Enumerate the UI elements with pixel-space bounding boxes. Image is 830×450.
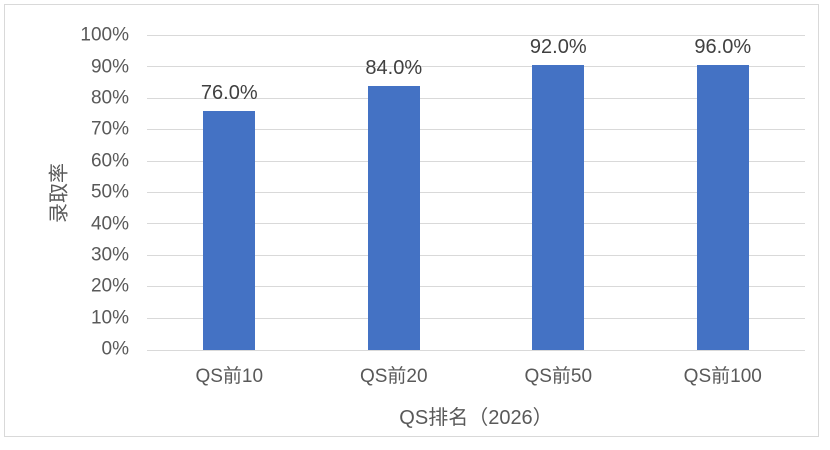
bar-slot: 84.0% [312, 36, 477, 350]
bar-value-label: 96.0% [694, 36, 752, 58]
bar [203, 111, 256, 350]
gridline [147, 317, 805, 319]
y-axis-tick-labels: 0% 10% 20% 30% 40% 50% 60% 70% 80% 90% 100% [5, 25, 147, 360]
bar-value-label: 84.0% [365, 57, 423, 80]
plot-area: 76.0% 84.0% 92.0% 96.0% [147, 35, 805, 351]
y-tick-label: 90% [90, 55, 129, 77]
y-tick-label: 40% [90, 212, 129, 234]
gridline [147, 66, 805, 68]
gridline [147, 223, 805, 225]
x-tick-label: QS前10 [195, 365, 264, 387]
chart-frame: 录取率 0% 10% 20% 30% 40% 50% 60% 70% 80% 90% 100% 76… [4, 4, 819, 437]
y-tick-label: 10% [90, 307, 129, 329]
gridline [147, 97, 805, 99]
bar [532, 65, 585, 350]
bar-value-label: 76.0% [200, 82, 258, 105]
y-tick-label: 20% [90, 275, 129, 297]
y-tick-label: 50% [90, 181, 129, 203]
x-axis-title: QS排名（2026） [399, 407, 553, 429]
x-tick-label: QS前20 [359, 365, 428, 387]
bar-slot: 76.0% [147, 36, 312, 350]
bar-value-label: 92.0% [529, 36, 587, 58]
y-tick-label: 0% [101, 338, 129, 360]
bars-row: 76.0% 84.0% 92.0% 96.0% [147, 36, 805, 350]
gridline [147, 286, 805, 288]
gridline [147, 129, 805, 131]
y-tick-label: 60% [90, 150, 129, 172]
x-tick-label: QS前100 [683, 365, 762, 387]
gridline [147, 35, 805, 36]
bar [367, 86, 420, 350]
gridline [147, 254, 805, 256]
y-tick-label: 80% [90, 87, 129, 109]
y-tick-label: 100% [80, 24, 129, 46]
y-tick-label: 30% [90, 244, 129, 266]
gridline [147, 192, 805, 193]
x-tick-label: QS前50 [524, 365, 593, 387]
x-axis-tick-labels: QS前10 QS前20 QS前50 QS前100 [147, 360, 805, 388]
bar-slot: 92.0% [476, 36, 641, 350]
gridline [147, 160, 805, 162]
y-tick-label: 70% [90, 118, 129, 140]
bar [696, 65, 749, 350]
bar-slot: 96.0% [641, 36, 806, 350]
